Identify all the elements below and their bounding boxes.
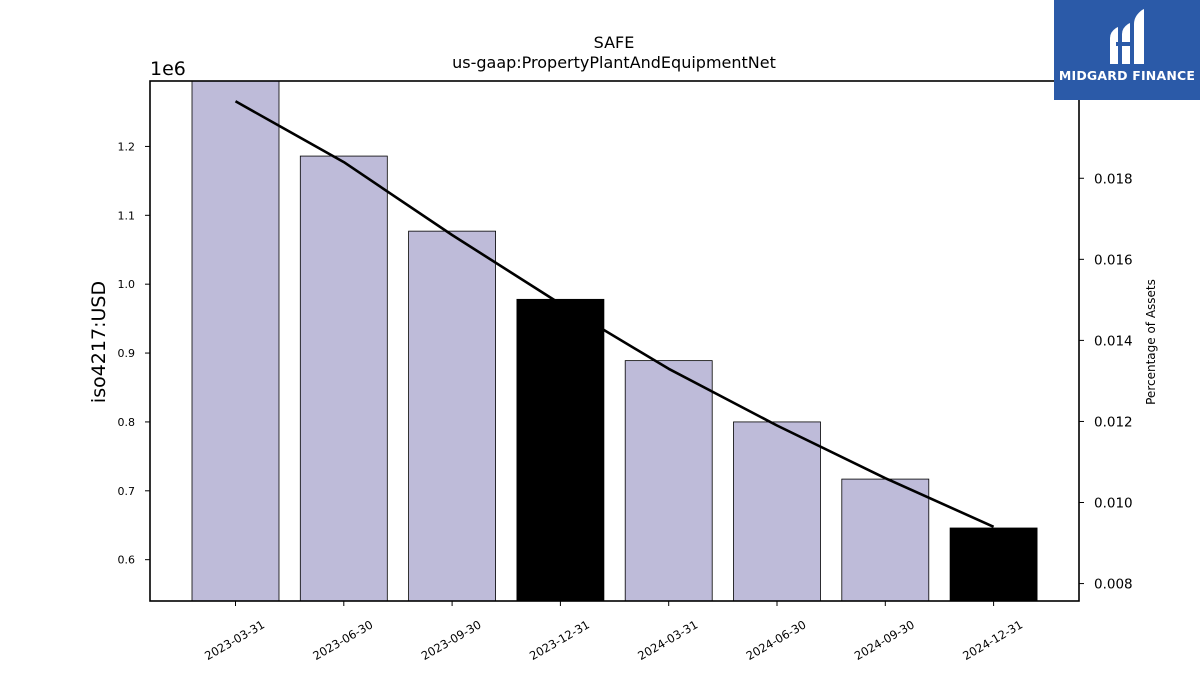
bars-layer xyxy=(191,80,1038,602)
x-tick-label: 2023-06-30 xyxy=(310,617,375,663)
y-tick-label: 1.2 xyxy=(118,140,136,153)
y2-tick-label: 0.012 xyxy=(1094,414,1133,430)
chart-subtitle: us-gaap:PropertyPlantAndEquipmentNet xyxy=(452,53,776,72)
y2-tick-label: 0.010 xyxy=(1094,496,1133,512)
y-tick-label: 0.8 xyxy=(118,416,136,429)
bar-2023-03-31 xyxy=(191,80,280,602)
x-tick-label: 2023-12-31 xyxy=(527,617,592,663)
x-tick-label: 2024-12-31 xyxy=(960,617,1025,663)
midgard-finance-logo: MIDGARD FINANCE xyxy=(1054,0,1200,100)
y2-tick-label: 0.014 xyxy=(1094,333,1133,349)
y2-tick-label: 0.016 xyxy=(1094,252,1133,268)
bar-2024-06-30 xyxy=(733,421,821,602)
pct-of-assets-line xyxy=(234,100,995,528)
y-tick-label: 0.7 xyxy=(118,485,136,498)
bar-2023-12-31 xyxy=(516,298,605,602)
y-axis-offset-label: 1e6 xyxy=(150,58,186,80)
midgard-logo-mark-icon xyxy=(1110,9,1144,64)
y2-tick-label: 0.018 xyxy=(1094,171,1133,187)
logo-text: MIDGARD FINANCE xyxy=(1058,68,1196,83)
y-tick-label: 0.9 xyxy=(118,347,136,360)
y-tick-label: 0.6 xyxy=(118,554,136,567)
bar-2023-09-30 xyxy=(408,230,497,602)
x-tick-label: 2024-09-30 xyxy=(852,617,917,663)
x-tick-label: 2024-03-31 xyxy=(635,617,700,663)
y-tick-label: 1.0 xyxy=(118,278,136,291)
plot-frame xyxy=(149,80,1080,602)
y2-axis-label: Percentage of Assets xyxy=(1144,279,1158,405)
x-tick-label: 2023-09-30 xyxy=(419,617,484,663)
pct-line-layer xyxy=(234,100,995,528)
x-tick-label: 2023-03-31 xyxy=(202,617,267,663)
bar-2024-12-31 xyxy=(949,527,1038,602)
x-tick-label: 2024-06-30 xyxy=(744,617,809,663)
bar-2024-09-30 xyxy=(841,478,930,602)
y-tick-label: 1.1 xyxy=(118,209,136,222)
y2-tick-label: 0.008 xyxy=(1094,577,1133,593)
bar-2023-06-30 xyxy=(299,155,388,602)
bar-2024-03-31 xyxy=(624,360,713,602)
chart-title: SAFE xyxy=(594,33,635,52)
y-axis-label: iso4217:USD xyxy=(88,281,110,403)
